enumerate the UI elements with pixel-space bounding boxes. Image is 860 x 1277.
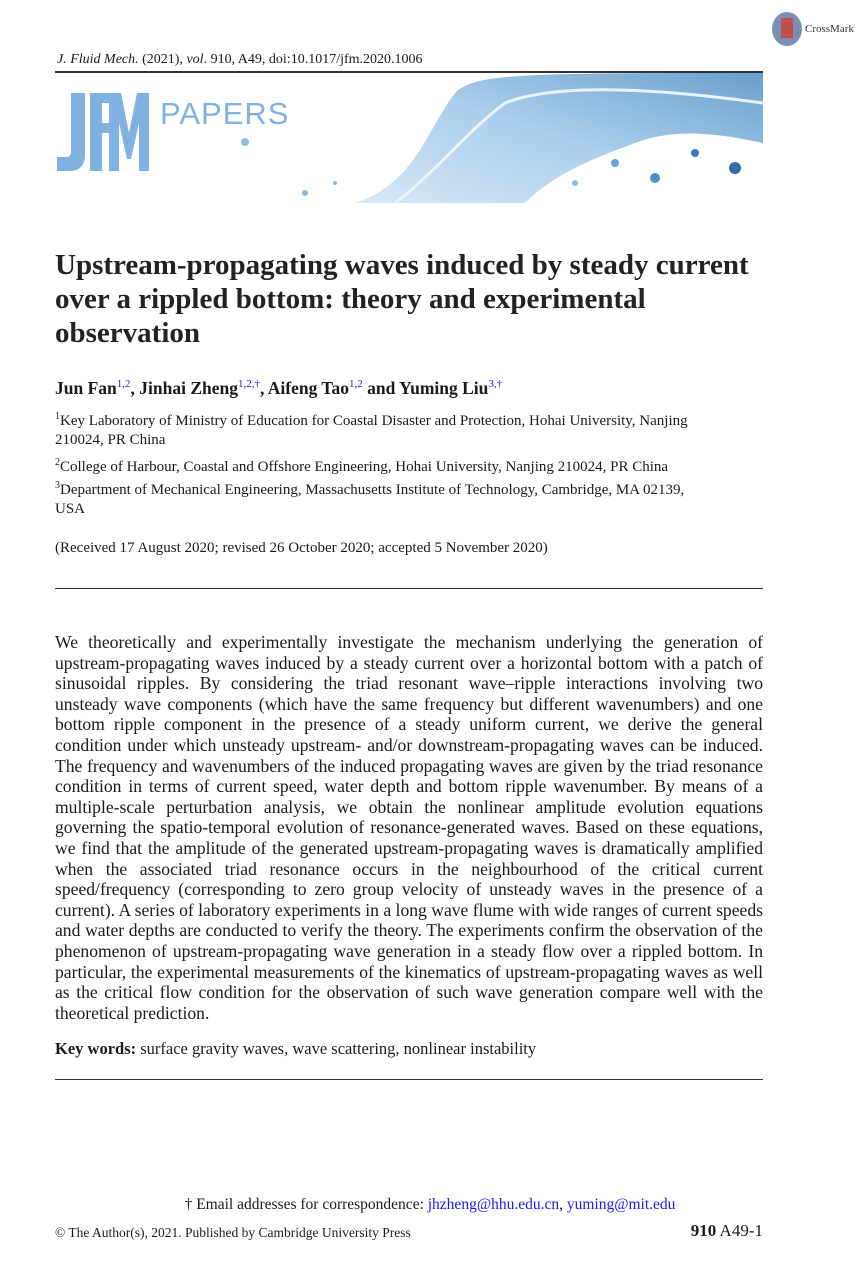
aff-num: 2 (55, 457, 60, 468)
author-name: Jun Fan (55, 378, 117, 398)
affiliation-2: 2College of Harbour, Coastal and Offshor… (55, 458, 763, 477)
aff-text: Department of Mechanical Engineering, Ma… (55, 482, 685, 517)
aff-num: 1 (55, 411, 60, 422)
paper-title: Upstream-propagating waves induced by st… (55, 249, 749, 349)
email-link-zheng[interactable]: jhzheng@hhu.edu.cn (427, 1196, 560, 1213)
keywords: Key words: surface gravity waves, wave s… (55, 1039, 763, 1059)
sep: and (362, 378, 400, 398)
affiliation-1: 1Key Laboratory of Ministry of Education… (55, 412, 715, 450)
author-sup[interactable]: 1,2,† (238, 378, 260, 391)
copyright: © The Author(s), 2021. Published by Camb… (55, 1225, 411, 1240)
author-list: Jun Fan1,2, Jinhai Zheng1,2,†, Aifeng Ta… (55, 377, 763, 399)
author-sup[interactable]: 3,† (488, 378, 503, 391)
vol-label: vol (186, 52, 204, 67)
aff-text: Key Laboratory of Ministry of Education … (55, 413, 688, 448)
header-rule (55, 71, 763, 73)
author-sup[interactable]: 1,2 (349, 378, 363, 391)
journal-name: J. Fluid Mech. (57, 52, 139, 67)
crossmark-icon (772, 12, 802, 46)
article-page: A49-1 (716, 1221, 763, 1240)
aff-text: College of Harbour, Coastal and Offshore… (60, 459, 669, 475)
author-name: Yuming Liu (399, 378, 489, 398)
author: Aifeng Tao1,2 and (268, 378, 399, 398)
papers-label: PAPERS (160, 96, 290, 131)
article-front-matter: Upstream-propagating waves induced by st… (55, 248, 763, 1081)
journal-citation: J. Fluid Mech. (2021), vol. 910, A49, do… (57, 52, 423, 68)
journal-year: (2021), (142, 52, 183, 67)
author-name: Jinhai Zheng (139, 378, 238, 398)
doi: . 910, A49, doi:10.1017/jfm.2020.1006 (203, 52, 423, 67)
correspondence-footnote: † Email addresses for correspondence: jh… (0, 1196, 860, 1214)
author: Jinhai Zheng1,2,†, (139, 378, 268, 398)
sep: , (130, 378, 140, 398)
author-sup[interactable]: 1,2 (116, 378, 131, 391)
keywords-label: Key words: (55, 1039, 137, 1059)
sep: , (559, 1196, 567, 1213)
affiliation-3: 3Department of Mechanical Engineering, M… (55, 481, 715, 519)
rule-above-abstract (55, 588, 763, 589)
email-link-liu[interactable]: yuming@mit.edu (566, 1196, 676, 1213)
aff-num: 3 (55, 480, 60, 491)
author-name: Aifeng Tao (267, 378, 349, 398)
crossmark-label: CrossMark (805, 23, 854, 35)
page-number: 910 A49-1 (691, 1221, 763, 1241)
keywords-text: surface gravity waves, wave scattering, … (136, 1039, 537, 1059)
abstract: We theoretically and experimentally inve… (55, 632, 763, 1023)
water-splash-banner (241, 73, 763, 203)
footnote-prefix: † Email addresses for correspondence: (184, 1196, 428, 1213)
received-dates: (Received 17 August 2020; revised 26 Oct… (55, 540, 548, 556)
crossmark-badge[interactable]: CrossMark (772, 12, 854, 46)
jfm-logo (57, 93, 149, 171)
sep: , (260, 378, 268, 398)
volume-number: 910 (690, 1221, 717, 1240)
rule-below-keywords (55, 1079, 763, 1081)
author: Yuming Liu3,† (399, 378, 502, 398)
author: Jun Fan1,2, (55, 378, 139, 398)
